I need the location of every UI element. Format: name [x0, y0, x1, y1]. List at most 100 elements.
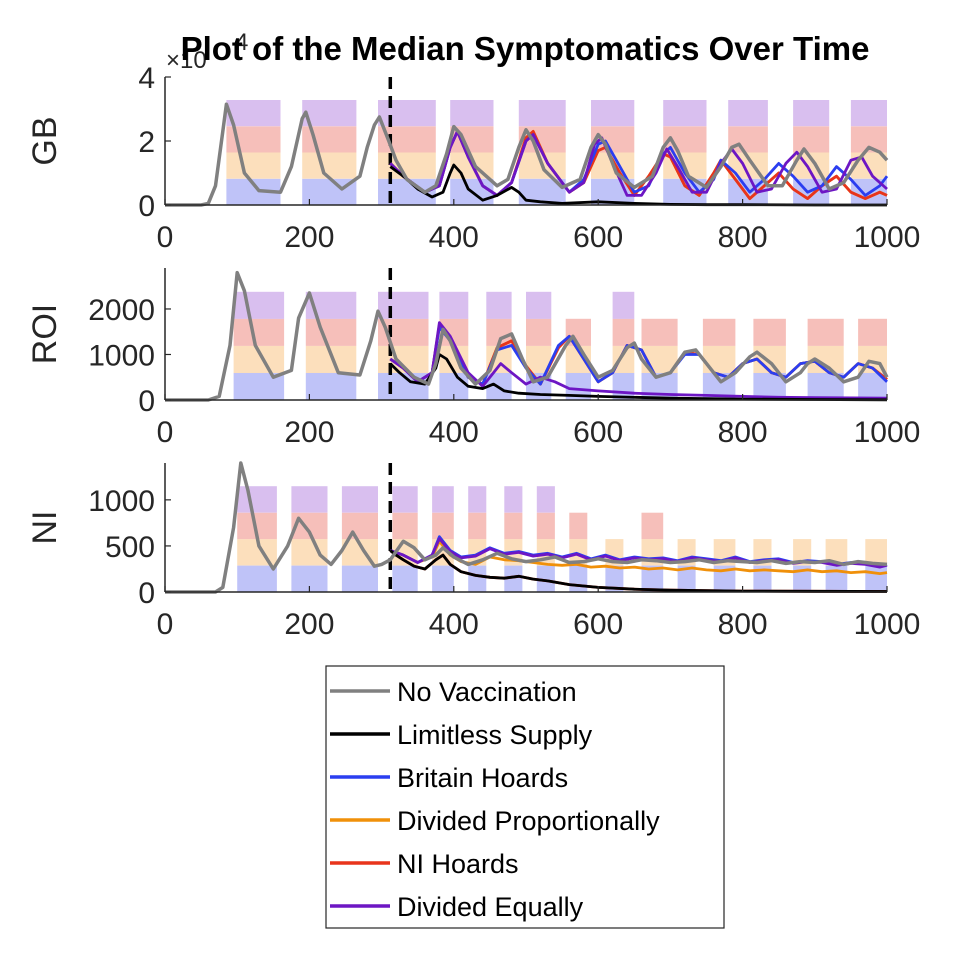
lockdown-band	[341, 486, 378, 513]
legend-label: Divided Equally	[397, 892, 584, 922]
lockdown-band	[702, 345, 736, 373]
lockdown-band	[850, 100, 887, 127]
series-line-no-vaccination	[165, 461, 888, 594]
lockdown-band	[612, 291, 635, 319]
lockdown-band	[536, 512, 555, 540]
legend-label: No Vaccination	[397, 677, 577, 707]
lockdown-band	[702, 318, 736, 346]
y-axis-label: NI	[26, 511, 64, 545]
x-tick-label: 0	[157, 608, 174, 641]
legend-label: Britain Hoards	[397, 763, 568, 793]
series-line-divided-equally	[389, 321, 888, 400]
lockdown-band	[713, 565, 736, 592]
y-tick-label: 0	[138, 190, 155, 223]
chart-title: Plot of the Median Symptomatics Over Tim…	[181, 30, 870, 67]
lockdown-band	[793, 126, 830, 153]
lockdown-band	[807, 318, 844, 346]
x-tick-label: 1000	[854, 608, 921, 641]
panel-roi: 0 200 400 600 800 1000 0 1000 2000 ROI	[26, 268, 920, 449]
lockdown-band	[793, 100, 830, 127]
lockdown-band	[392, 565, 418, 592]
lockdown-band	[569, 539, 588, 566]
lockdown-band	[605, 565, 624, 592]
lockdown-band	[450, 100, 494, 127]
panels: 0 200 400 600 800 1000 0 2 4 GB ×10 4 0 200 400 600 800 1…	[26, 29, 920, 641]
x-tick-label: 0	[157, 416, 174, 449]
y-exponent-label: ×10	[166, 47, 207, 74]
lockdown-band	[291, 486, 328, 513]
y-tick-label: 1000	[88, 485, 155, 518]
y-exponent-power: 4	[235, 29, 248, 56]
y-axis-label: ROI	[26, 304, 64, 364]
y-tick-label: 2	[138, 126, 155, 159]
y-tick-label: 4	[138, 62, 155, 95]
lockdown-band	[486, 291, 512, 319]
lockdown-band	[378, 152, 436, 179]
lockdown-band	[302, 152, 357, 179]
x-tick-label: 200	[284, 608, 334, 641]
lockdown-band	[237, 486, 277, 513]
y-axis-label: GB	[26, 116, 64, 165]
lockdown-band	[237, 565, 277, 592]
lockdown-band	[233, 291, 285, 319]
lockdown-band	[378, 100, 436, 127]
x-tick-label: 800	[718, 221, 768, 254]
x-tick-label: 200	[284, 416, 334, 449]
lockdown-band	[728, 100, 768, 127]
legend-label: Divided Proportionally	[397, 806, 660, 836]
lockdown-band	[392, 486, 418, 513]
x-tick-label: 1000	[854, 416, 921, 449]
panel-gb: 0 200 400 600 800 1000 0 2 4 GB ×10 4	[26, 29, 920, 254]
lockdown-band	[432, 486, 454, 513]
lockdown-band	[392, 512, 418, 540]
lockdown-band	[865, 565, 887, 592]
x-tick-label: 400	[429, 608, 479, 641]
y-tick-label: 1000	[88, 339, 155, 372]
lockdown-band	[612, 318, 635, 346]
lockdown-band	[291, 539, 328, 566]
series-line-divided-equally	[389, 129, 888, 197]
x-tick-label: 600	[573, 221, 623, 254]
legend: No Vaccination Limitless Supply Britain Ho…	[325, 665, 725, 929]
lockdown-band	[793, 539, 812, 566]
lockdown-band	[468, 512, 487, 540]
x-tick-label: 800	[718, 416, 768, 449]
series-line-no-vaccination	[165, 270, 889, 402]
lockdown-band	[641, 512, 664, 540]
lockdown-band	[728, 126, 768, 153]
lockdown-band	[641, 565, 664, 592]
lockdown-band	[569, 512, 588, 540]
lockdown-band	[432, 512, 454, 540]
lockdown-band	[753, 318, 786, 346]
legend-label: NI Hoards	[397, 849, 519, 879]
lockdown-band	[302, 100, 357, 127]
legend-label: Limitless Supply	[397, 720, 593, 750]
lockdown-band	[526, 291, 552, 319]
y-tick-label: 0	[138, 385, 155, 418]
lockdown-band	[858, 318, 887, 346]
lockdown-band	[536, 565, 555, 592]
lockdown-band	[753, 565, 772, 592]
lockdown-band	[378, 291, 429, 319]
y-tick-label: 0	[138, 577, 155, 610]
x-tick-label: 1000	[854, 221, 921, 254]
x-tick-label: 400	[429, 221, 479, 254]
lockdown-band	[569, 565, 588, 592]
lockdown-band	[536, 486, 555, 513]
lockdown-band	[226, 100, 281, 127]
lockdown-band	[468, 565, 487, 592]
lockdown-band	[641, 318, 678, 346]
x-tick-label: 800	[718, 608, 768, 641]
lockdown-band	[468, 486, 487, 513]
lockdown-band	[341, 512, 378, 540]
lockdown-band	[518, 100, 566, 127]
lockdown-band	[677, 565, 696, 592]
series-line-no-vaccination	[165, 102, 889, 207]
lockdown-band	[233, 318, 285, 346]
lockdown-band	[591, 100, 635, 127]
lockdown-band	[526, 318, 552, 346]
lockdown-band	[504, 486, 523, 513]
x-tick-label: 600	[573, 416, 623, 449]
y-tick-label: 2000	[88, 294, 155, 327]
